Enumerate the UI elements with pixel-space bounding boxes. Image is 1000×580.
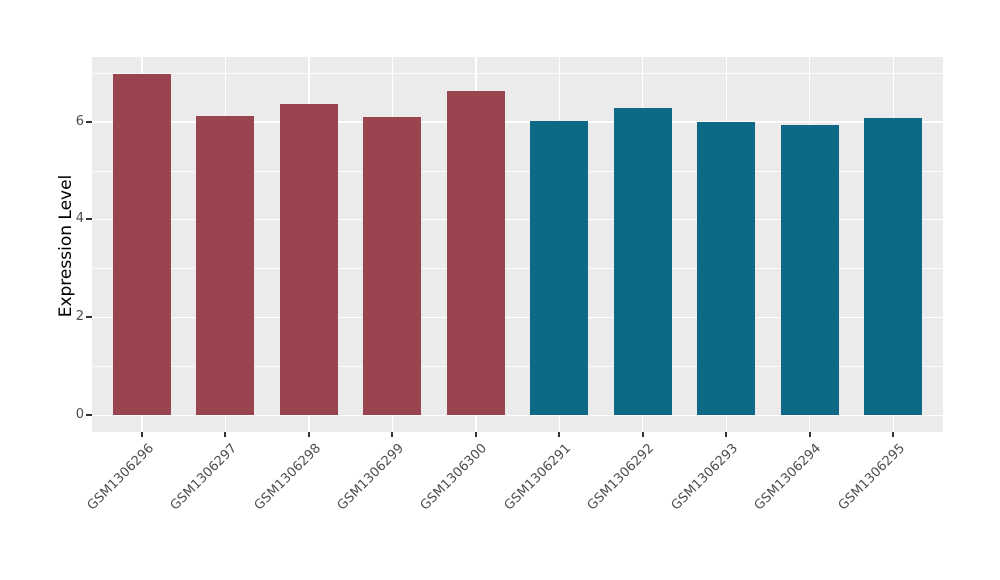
bar-GSM1306300: [446, 90, 505, 415]
bar-GSM1306296: [113, 74, 171, 415]
bar-GSM1306299: [363, 117, 422, 415]
y-tick-label: 4: [75, 211, 84, 227]
x-tick-mark: [391, 432, 394, 437]
x-tick-label: GSM1306299: [334, 441, 408, 514]
x-tick-mark: [224, 432, 227, 437]
bar-GSM1306294: [780, 125, 839, 415]
x-tick-label: GSM1306291: [501, 441, 574, 514]
y-axis-title: Expression Level: [56, 174, 76, 318]
major-gridline: [92, 218, 943, 221]
x-tick-label: GSM1306298: [251, 441, 324, 514]
x-tick-label: GSM1306294: [751, 441, 825, 514]
y-tick-mark: [86, 414, 92, 416]
y-tick-mark: [86, 120, 92, 123]
x-tick-label: GSM1306297: [167, 441, 241, 514]
bar-GSM1306292: [613, 108, 672, 415]
x-tick-mark: [474, 432, 477, 437]
y-tick-label: 2: [75, 309, 84, 325]
minor-gridline: [92, 366, 943, 368]
major-gridline: [92, 316, 943, 319]
x-tick-label: GSM1306293: [668, 441, 741, 514]
minor-gridline: [92, 268, 943, 270]
x-tick-mark: [808, 432, 811, 437]
x-tick-mark: [725, 432, 728, 437]
bar-GSM1306298: [279, 103, 338, 415]
x-tick-mark: [307, 432, 310, 437]
x-tick-mark: [141, 432, 143, 437]
x-tick-mark: [641, 432, 644, 437]
plot-panel: [92, 57, 943, 432]
x-tick-label: GSM1306296: [84, 441, 157, 514]
x-tick-mark: [558, 432, 561, 437]
bar-GSM1306295: [864, 118, 923, 415]
y-tick-label: 6: [75, 113, 84, 129]
y-tick-label: 0: [75, 407, 84, 422]
y-tick-mark: [86, 316, 92, 319]
x-tick-label: GSM1306295: [835, 441, 908, 514]
major-gridline: [92, 414, 943, 416]
y-tick-mark: [86, 218, 92, 221]
major-gridline: [92, 121, 943, 123]
minor-gridline: [92, 170, 943, 172]
bar-GSM1306291: [530, 121, 589, 415]
x-tick-mark: [892, 432, 895, 437]
x-tick-label: GSM1306300: [418, 441, 491, 514]
minor-gridline: [92, 72, 943, 74]
x-tick-label: GSM1306292: [584, 441, 658, 514]
bar-GSM1306297: [196, 116, 255, 415]
bar-GSM1306293: [697, 121, 756, 415]
